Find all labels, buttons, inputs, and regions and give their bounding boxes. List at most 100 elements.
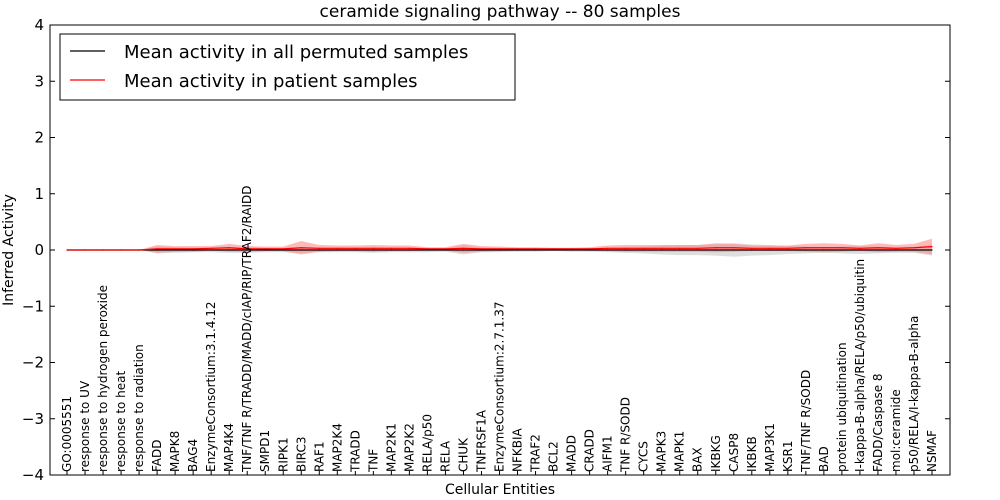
data-point-permuted	[552, 249, 555, 251]
data-point-patient	[805, 247, 807, 249]
data-point-patient	[787, 247, 789, 249]
data-point-permuted	[570, 249, 573, 251]
data-point-permuted	[228, 249, 230, 251]
x-tick-label: TNF R/SODD	[619, 397, 633, 473]
data-point-patient	[84, 249, 86, 251]
data-point-patient	[751, 247, 753, 249]
data-point-permuted	[913, 249, 915, 251]
data-point-permuted	[931, 249, 933, 251]
data-point-permuted	[300, 249, 302, 251]
legend-entry-permuted: Mean activity in all permuted samples	[124, 42, 468, 63]
data-point-permuted	[246, 249, 248, 251]
legend-entry-patient: Mean activity in patient samples	[124, 71, 418, 92]
x-tick-label: TNF/TNF R/TRADD/MADD/cIAP/RIP/TRAF2/RAID…	[240, 186, 254, 474]
data-point-patient	[228, 247, 230, 249]
x-tick-label: MADD	[565, 435, 579, 472]
x-tick-label: KSR1	[781, 441, 795, 472]
data-point-permuted	[697, 249, 699, 251]
data-point-permuted	[534, 249, 537, 251]
data-point-patient	[390, 247, 392, 249]
y-tick-label: 4	[34, 16, 44, 34]
x-tick-label: CRADD	[583, 429, 597, 472]
data-point-patient	[552, 248, 555, 250]
data-point-permuted	[625, 249, 627, 251]
data-point-permuted	[462, 249, 465, 251]
data-point-permuted	[516, 249, 519, 251]
data-point-permuted	[264, 249, 266, 251]
data-point-patient	[480, 248, 483, 250]
data-point-patient	[318, 247, 320, 249]
data-point-permuted	[444, 249, 447, 251]
x-tick-label: MAPK1	[673, 431, 687, 472]
x-tick-label: MAP4K4	[222, 423, 236, 472]
x-tick-label: IKBKG	[709, 435, 723, 472]
data-point-patient	[697, 247, 699, 249]
data-point-permuted	[607, 249, 609, 251]
x-tick-label: response to UV	[78, 380, 92, 472]
data-point-permuted	[661, 249, 663, 251]
data-point-patient	[372, 247, 374, 249]
data-point-patient	[210, 247, 212, 249]
y-tick-label: −3	[22, 410, 44, 428]
data-point-patient	[769, 247, 771, 249]
data-point-patient	[516, 248, 519, 250]
data-point-permuted	[769, 249, 771, 251]
data-point-permuted	[877, 249, 879, 251]
x-tick-label: BAX	[691, 447, 705, 472]
x-axis: GO:0005551 response to UV response to hydr…	[60, 186, 939, 475]
data-point-patient	[66, 249, 68, 251]
series-lines	[66, 246, 933, 251]
data-point-patient	[733, 247, 735, 249]
data-point-patient	[661, 247, 663, 249]
data-point-permuted	[282, 249, 284, 251]
data-point-patient	[570, 248, 573, 250]
data-point-patient	[462, 247, 465, 249]
x-tick-label: BCL2	[547, 441, 561, 472]
data-point-patient	[102, 249, 104, 251]
data-point-patient	[264, 248, 266, 250]
x-tick-label: MAP2K4	[330, 423, 344, 472]
x-tick-label: RIPK1	[276, 437, 290, 472]
x-tick-label: TRAF2	[529, 434, 543, 473]
x-tick-label: I-kappa-B-alpha/RELA/p50/ubiquitin	[853, 259, 867, 472]
x-tick-label: MAPK3	[655, 431, 669, 472]
data-point-permuted	[426, 249, 429, 251]
x-tick-label: BIRC3	[294, 436, 308, 472]
data-point-permuted	[498, 249, 501, 251]
legend-box	[59, 33, 516, 101]
data-point-permuted	[751, 249, 753, 251]
data-point-patient	[282, 248, 284, 250]
data-point-patient	[913, 247, 915, 249]
data-point-patient	[679, 247, 681, 249]
data-point-permuted	[336, 249, 338, 251]
x-tick-label: protein ubiquitination	[835, 342, 849, 472]
data-point-permuted	[390, 249, 392, 251]
x-tick-label: TNF/TNF R/SODD	[799, 370, 813, 473]
data-point-patient	[859, 247, 861, 249]
x-tick-label: MAP2K2	[402, 423, 416, 472]
x-tick-label: BAD	[817, 446, 831, 472]
x-tick-label: response to heat	[114, 370, 128, 472]
data-point-permuted	[408, 249, 410, 251]
x-tick-label: NSMAF	[925, 430, 939, 472]
data-point-permuted	[192, 249, 194, 251]
data-point-permuted	[841, 249, 843, 251]
x-tick-label: RAF1	[312, 441, 326, 472]
x-tick-label: SMPD1	[258, 430, 272, 472]
x-tick-label: EnzymeConsortium:2.7.1.37	[493, 301, 507, 472]
x-tick-label: NFKBIA	[511, 427, 525, 472]
x-tick-label: TNFRSF1A	[474, 409, 488, 473]
data-point-patient	[931, 246, 933, 248]
data-point-patient	[625, 247, 627, 249]
x-tick-label: p50/RELA/I-kappa-B-alpha	[907, 316, 921, 472]
data-point-patient	[300, 247, 302, 249]
data-point-patient	[534, 248, 537, 250]
data-point-permuted	[787, 249, 789, 251]
y-axis-label: Inferred Activity	[1, 194, 17, 306]
data-point-patient	[336, 247, 338, 249]
y-tick-label: 0	[34, 241, 44, 259]
x-tick-label: mol:ceramide	[889, 389, 903, 472]
x-tick-label: response to radiation	[132, 344, 146, 472]
y-tick-label: 3	[34, 72, 44, 90]
data-point-permuted	[895, 249, 897, 251]
